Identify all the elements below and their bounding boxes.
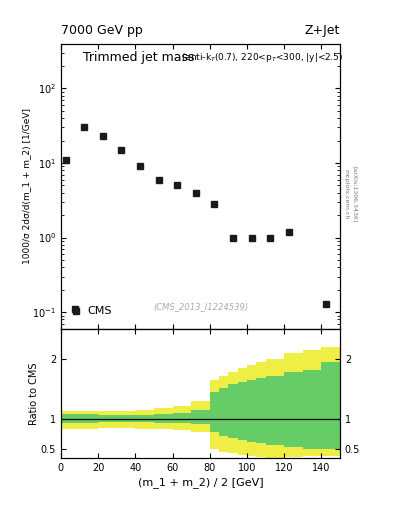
- Bar: [210, 392, 219, 432]
- Bar: [321, 362, 340, 449]
- Bar: [173, 413, 191, 423]
- Bar: [303, 350, 321, 456]
- Bar: [210, 380, 219, 449]
- Bar: [135, 410, 154, 429]
- Text: Z+Jet: Z+Jet: [305, 24, 340, 37]
- Bar: [219, 376, 228, 452]
- Y-axis label: 1000/σ 2dσ/d(m_1 + m_2) [1/GeV]: 1000/σ 2dσ/d(m_1 + m_2) [1/GeV]: [22, 108, 31, 264]
- Bar: [247, 380, 256, 442]
- Bar: [238, 381, 247, 440]
- Bar: [154, 414, 173, 423]
- Bar: [191, 410, 210, 424]
- Bar: [238, 369, 247, 455]
- Bar: [228, 384, 238, 438]
- Bar: [79, 414, 98, 423]
- Text: 7000 GeV pp: 7000 GeV pp: [61, 24, 143, 37]
- Bar: [117, 415, 135, 422]
- Bar: [135, 415, 154, 422]
- Text: (anti-k$_T$(0.7), 220<p$_T$<300, |y|<2.5): (anti-k$_T$(0.7), 220<p$_T$<300, |y|<2.5…: [181, 51, 343, 63]
- Bar: [61, 414, 79, 423]
- Bar: [173, 406, 191, 430]
- Bar: [256, 362, 266, 457]
- Bar: [266, 376, 284, 445]
- Bar: [154, 408, 173, 429]
- Bar: [79, 411, 98, 429]
- Bar: [247, 365, 256, 456]
- Bar: [266, 359, 284, 458]
- Bar: [284, 353, 303, 457]
- Bar: [228, 372, 238, 454]
- Y-axis label: Ratio to CMS: Ratio to CMS: [29, 362, 39, 424]
- Bar: [303, 370, 321, 449]
- Bar: [117, 411, 135, 428]
- X-axis label: (m_1 + m_2) / 2 [GeV]: (m_1 + m_2) / 2 [GeV]: [138, 477, 263, 488]
- Text: (CMS_2013_I1224539): (CMS_2013_I1224539): [153, 303, 248, 311]
- Bar: [284, 372, 303, 447]
- Text: Trimmed jet mass: Trimmed jet mass: [83, 51, 195, 63]
- Text: CMS: CMS: [87, 306, 112, 315]
- Bar: [219, 388, 228, 436]
- Bar: [191, 401, 210, 432]
- Bar: [98, 411, 117, 428]
- Text: mcplots.cern.ch: mcplots.cern.ch: [344, 169, 349, 220]
- Bar: [321, 347, 340, 456]
- Bar: [61, 411, 79, 429]
- Bar: [256, 378, 266, 443]
- Bar: [98, 415, 117, 422]
- Text: [arXiv:1306.3436]: [arXiv:1306.3436]: [352, 166, 357, 223]
